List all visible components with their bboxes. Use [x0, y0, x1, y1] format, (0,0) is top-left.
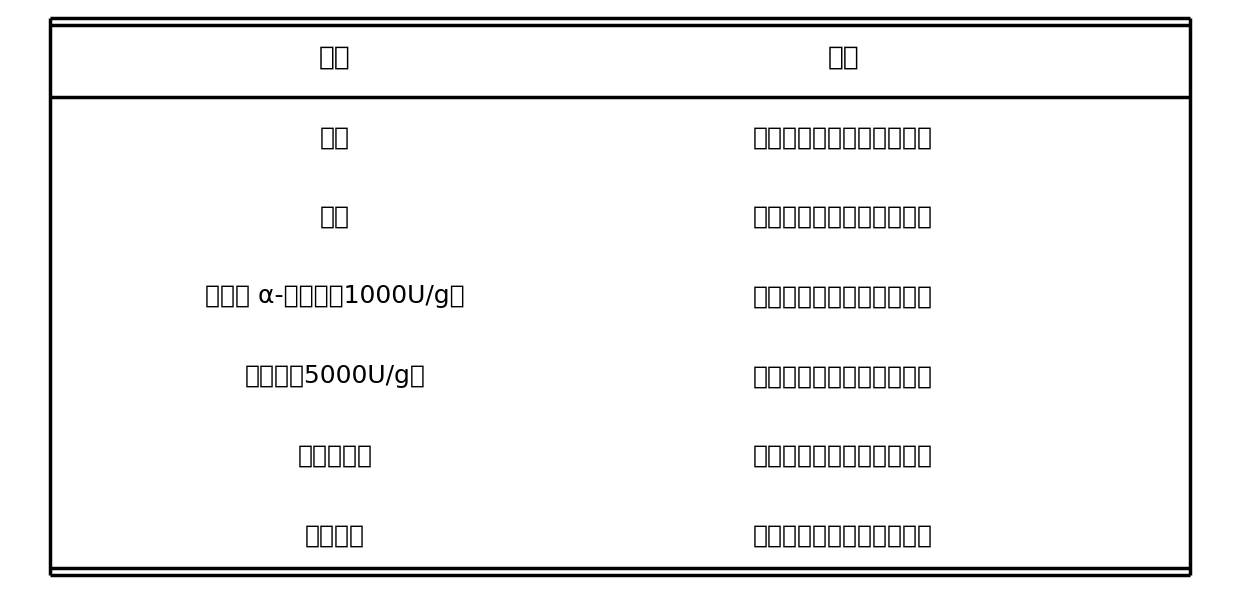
Text: 糯米: 糯米: [320, 125, 350, 149]
Text: 木瓜蛋白酶: 木瓜蛋白酶: [298, 444, 372, 468]
Text: 河南嘉致生物科技有限公司: 河南嘉致生物科技有限公司: [753, 524, 934, 547]
Text: 河南嘉致生物科技有限公司: 河南嘉致生物科技有限公司: [753, 444, 934, 468]
Text: 耐高温 α-淀粉酶（1000U/g）: 耐高温 α-淀粉酶（1000U/g）: [205, 285, 465, 308]
Text: 上海崇明致富酿造有限公司: 上海崇明致富酿造有限公司: [753, 125, 934, 149]
Text: 品名: 品名: [319, 44, 351, 71]
Text: 普鲁兰酶: 普鲁兰酶: [305, 524, 365, 547]
Text: 银杏: 银杏: [320, 205, 350, 229]
Text: 桂林兴安安明食品有限公司: 桂林兴安安明食品有限公司: [753, 205, 934, 229]
Text: 邢台万达生物工程有限公司: 邢台万达生物工程有限公司: [753, 285, 934, 308]
Text: 厂家: 厂家: [827, 44, 859, 71]
Text: 江苏博立生物制品有限公司: 江苏博立生物制品有限公司: [753, 364, 934, 388]
Text: 糖化酶（5000U/g）: 糖化酶（5000U/g）: [244, 364, 425, 388]
